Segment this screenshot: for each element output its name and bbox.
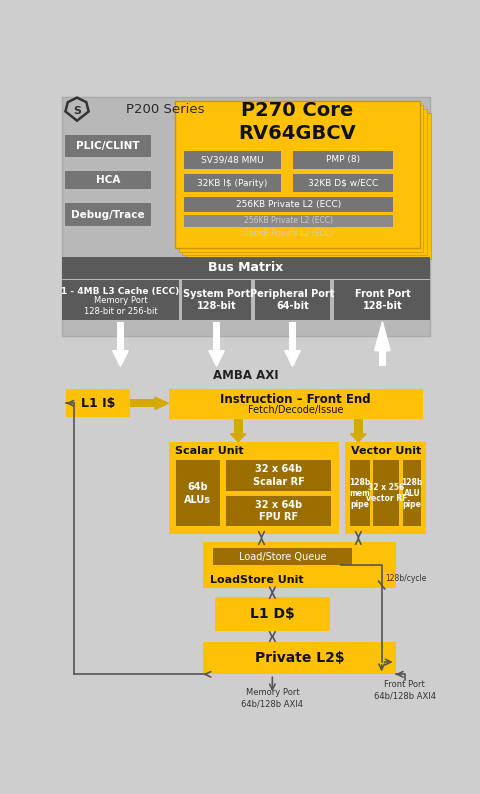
Text: SV39/48 MMU: SV39/48 MMU — [201, 156, 264, 164]
Text: Front Port
64b/128b AXI4: Front Port 64b/128b AXI4 — [374, 680, 436, 700]
Bar — [184, 151, 281, 169]
Bar — [184, 197, 393, 212]
Bar — [65, 171, 152, 189]
Bar — [379, 337, 385, 366]
Bar — [61, 97, 431, 336]
Text: L1 I$: L1 I$ — [81, 397, 115, 410]
Text: Memory Port
128-bit or 256-bit: Memory Port 128-bit or 256-bit — [84, 296, 157, 316]
Text: PMP (8): PMP (8) — [326, 156, 360, 164]
Text: HCA: HCA — [96, 175, 120, 185]
Text: Memory Port
64b/128b AXI4: Memory Port 64b/128b AXI4 — [241, 688, 303, 708]
Bar — [345, 441, 426, 534]
Text: 32KB D$ w/ECC: 32KB D$ w/ECC — [308, 179, 378, 187]
Text: 64b
ALUs: 64b ALUs — [184, 482, 212, 504]
Bar — [175, 102, 420, 248]
Bar — [168, 389, 423, 418]
Bar — [179, 106, 423, 252]
Text: 256KB Private L2 (ECC): 256KB Private L2 (ECC) — [244, 241, 333, 250]
Bar — [61, 257, 431, 279]
Bar — [234, 418, 243, 434]
Bar — [168, 441, 339, 534]
Text: Scalar Unit: Scalar Unit — [175, 446, 243, 456]
Text: LoadStore Unit: LoadStore Unit — [210, 576, 303, 585]
Polygon shape — [350, 434, 366, 441]
Text: PLIC/CLINT: PLIC/CLINT — [76, 141, 140, 151]
Polygon shape — [155, 397, 168, 410]
Text: Load/Store Queue: Load/Store Queue — [239, 552, 326, 561]
Bar — [255, 280, 330, 320]
Text: 256KB Private L2 (ECC): 256KB Private L2 (ECC) — [236, 200, 341, 209]
Bar — [182, 280, 251, 320]
Text: 256KB Private L2 (ECC): 256KB Private L2 (ECC) — [244, 229, 333, 238]
Polygon shape — [230, 434, 246, 441]
Bar — [354, 418, 363, 434]
Text: 32 x 64b
Scalar RF: 32 x 64b Scalar RF — [252, 464, 304, 487]
Bar — [130, 399, 155, 407]
Text: Instruction – Front End: Instruction – Front End — [220, 393, 371, 406]
Text: System Port
128-bit: System Port 128-bit — [183, 289, 250, 311]
Bar — [65, 135, 152, 157]
Bar — [213, 548, 352, 565]
Text: 32KB I$ (Parity): 32KB I$ (Parity) — [197, 179, 267, 187]
Text: 128b
ALU
pipe: 128b ALU pipe — [401, 478, 422, 509]
Bar — [292, 151, 393, 169]
Bar — [215, 597, 330, 631]
Text: Peripheral Port
64-bit: Peripheral Port 64-bit — [250, 289, 335, 311]
Bar — [182, 109, 427, 256]
Text: 256KB Private L2 (ECC): 256KB Private L2 (ECC) — [244, 216, 333, 225]
Bar — [289, 322, 296, 351]
Text: 128b/cycle: 128b/cycle — [385, 574, 426, 584]
Bar — [373, 461, 399, 526]
Text: Vector Unit: Vector Unit — [351, 446, 421, 456]
Text: P200 Series: P200 Series — [126, 103, 204, 117]
Polygon shape — [113, 351, 128, 366]
Text: 32 x 64b
FPU RF: 32 x 64b FPU RF — [255, 500, 302, 522]
Bar — [61, 280, 180, 320]
Polygon shape — [285, 351, 300, 366]
Bar — [214, 322, 220, 351]
Polygon shape — [375, 322, 390, 351]
Bar — [204, 642, 396, 674]
Bar — [226, 461, 331, 491]
Bar — [186, 113, 431, 260]
Bar — [186, 228, 391, 240]
Bar — [204, 542, 396, 588]
Text: AMBA AXI: AMBA AXI — [213, 369, 279, 382]
Bar — [403, 461, 421, 526]
Text: Bus Matrix: Bus Matrix — [208, 261, 284, 274]
Bar — [66, 389, 130, 417]
Text: L1 D$: L1 D$ — [250, 607, 295, 621]
Text: 128b
mem
pipe: 128b mem pipe — [349, 478, 371, 509]
Bar — [335, 280, 431, 320]
Text: Private L2$: Private L2$ — [255, 651, 344, 665]
Text: Front Port
128-bit: Front Port 128-bit — [355, 289, 410, 311]
Bar — [350, 461, 370, 526]
Bar — [117, 322, 123, 351]
Bar — [176, 461, 220, 526]
Bar — [226, 495, 331, 526]
Text: 32 x 256
vector RF: 32 x 256 vector RF — [366, 484, 407, 503]
Polygon shape — [209, 351, 224, 366]
Text: P270 Core
RV64GBCV: P270 Core RV64GBCV — [238, 101, 356, 144]
Bar — [292, 174, 393, 192]
Text: 1 - 4MB L3 Cache (ECC): 1 - 4MB L3 Cache (ECC) — [61, 287, 180, 296]
Bar — [184, 174, 281, 192]
Bar — [189, 239, 389, 252]
Text: Fetch/Decode/Issue: Fetch/Decode/Issue — [248, 405, 343, 415]
Bar — [65, 203, 152, 226]
Text: Debug/Trace: Debug/Trace — [71, 210, 145, 220]
Text: S: S — [73, 106, 81, 116]
Bar — [184, 214, 393, 227]
